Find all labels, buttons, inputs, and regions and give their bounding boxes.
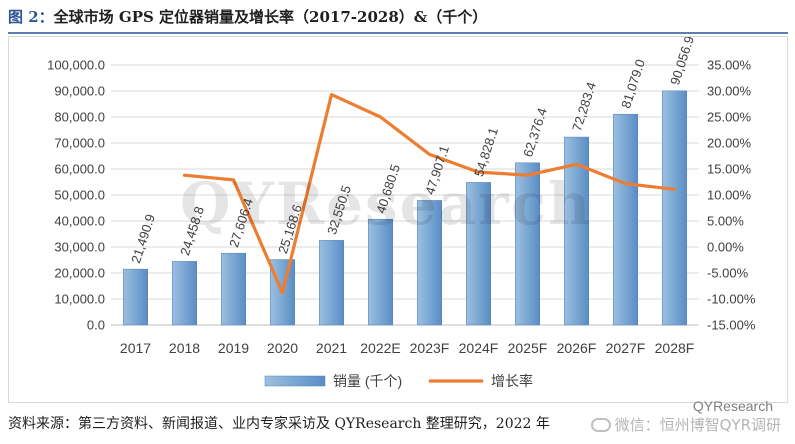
x-tick-label: 2023F	[410, 340, 450, 356]
y-right-tick-label: 35.00%	[707, 58, 752, 73]
y-right-tick-label: 10.00%	[707, 188, 752, 203]
x-tick-label: 2019	[218, 340, 249, 356]
bar-data-label: 62,376.4	[520, 106, 550, 159]
y-left-tick-label: 90,000.0	[54, 84, 105, 99]
x-tick-label: 2017	[120, 340, 151, 356]
source-note: 资料来源：第三方资料、新闻报道、业内专家采访及 QYResearch 整理研究，…	[8, 416, 550, 432]
bar	[515, 162, 540, 326]
x-tick-label: 2028F	[655, 340, 695, 356]
credit-text: QYResearch	[692, 398, 773, 414]
chart-container: 0.0 10,000.0 20,000.0 30,000.0 40,000.0 50,00…	[8, 36, 788, 403]
bar	[613, 113, 638, 326]
title-divider	[8, 32, 788, 34]
x-tick-label: 2024F	[459, 340, 499, 356]
y-right-tick-label: 5.00%	[707, 214, 744, 229]
bar-data-label: 54,828.1	[471, 126, 501, 179]
growth-rate-line	[182, 93, 677, 295]
wechat-icon	[590, 418, 611, 432]
bar-data-label: 25,168.6	[275, 203, 305, 256]
bar-data-label: 40,680.5	[373, 162, 403, 215]
y-right-tick-label: 0.00%	[707, 240, 744, 255]
y-left-tick-label: 40,000.0	[54, 214, 105, 229]
bar	[368, 218, 393, 326]
y-left-tick-label: 80,000.0	[54, 110, 105, 125]
bar-data-label: 21,490.9	[128, 212, 158, 265]
wechat-watermark: 微信：恒州博智QYR调研	[590, 414, 781, 435]
bar-data-label: 72,283.4	[569, 80, 599, 133]
y-right-tick-label: -10.00%	[707, 292, 756, 307]
y-left-tick-label: 100,000.0	[47, 58, 105, 73]
x-tick-label: 2020	[267, 340, 298, 356]
bar-data-label: 24,458.8	[177, 205, 207, 258]
y-right-tick-label: 25.00%	[707, 110, 752, 125]
y-left-tick-label: 70,000.0	[54, 136, 105, 151]
y-right-tick-label: -5.00%	[707, 266, 749, 281]
legend-label-bar: 销量 (千个)	[333, 373, 402, 389]
wechat-text: 微信：恒州博智QYR调研	[614, 416, 781, 434]
y-left-tick-label: 60,000.0	[54, 162, 105, 177]
combo-chart: 0.0 10,000.0 20,000.0 30,000.0 40,000.0 50,00…	[47, 37, 756, 389]
bar	[172, 261, 197, 326]
chart-title-text: 全球市场 GPS 定位器销量及增长率（2017-2028）&（千个）	[53, 8, 488, 26]
x-tick-label: 2025F	[508, 340, 548, 356]
x-tick-label: 2021	[316, 340, 347, 356]
x-tick-label: 2018	[169, 340, 200, 356]
bar	[662, 90, 687, 326]
legend-swatch-bar	[264, 375, 326, 387]
y-left-tick-label: 50,000.0	[54, 188, 105, 203]
bar-data-label: 32,550.5	[324, 184, 354, 237]
legend-label-line: 增长率	[491, 373, 533, 389]
y-left-tick-label: 0.0	[87, 318, 105, 333]
bar	[319, 240, 344, 326]
y-right-tick-label: 15.00%	[707, 162, 752, 177]
y-right-tick-label: 30.00%	[707, 84, 752, 99]
y-left-tick-label: 20,000.0	[54, 266, 105, 281]
x-tick-label: 2026F	[557, 340, 597, 356]
bar	[417, 200, 442, 326]
bar	[221, 252, 246, 326]
x-tick-label: 2022E	[360, 340, 400, 356]
chart-title: 图 2：全球市场 GPS 定位器销量及增长率（2017-2028）&（千个）	[8, 6, 788, 27]
bar	[123, 268, 148, 326]
bar-data-label: 90,056.9	[667, 37, 697, 87]
y-left-tick-label: 30,000.0	[54, 240, 105, 255]
y-right-tick-label: -15.00%	[707, 318, 756, 333]
y-left-tick-label: 10,000.0	[54, 292, 105, 307]
figure-number: 图 2：	[8, 8, 54, 26]
bar	[466, 182, 491, 326]
y-right-tick-label: 20.00%	[707, 136, 752, 151]
x-tick-label: 2027F	[606, 340, 646, 356]
